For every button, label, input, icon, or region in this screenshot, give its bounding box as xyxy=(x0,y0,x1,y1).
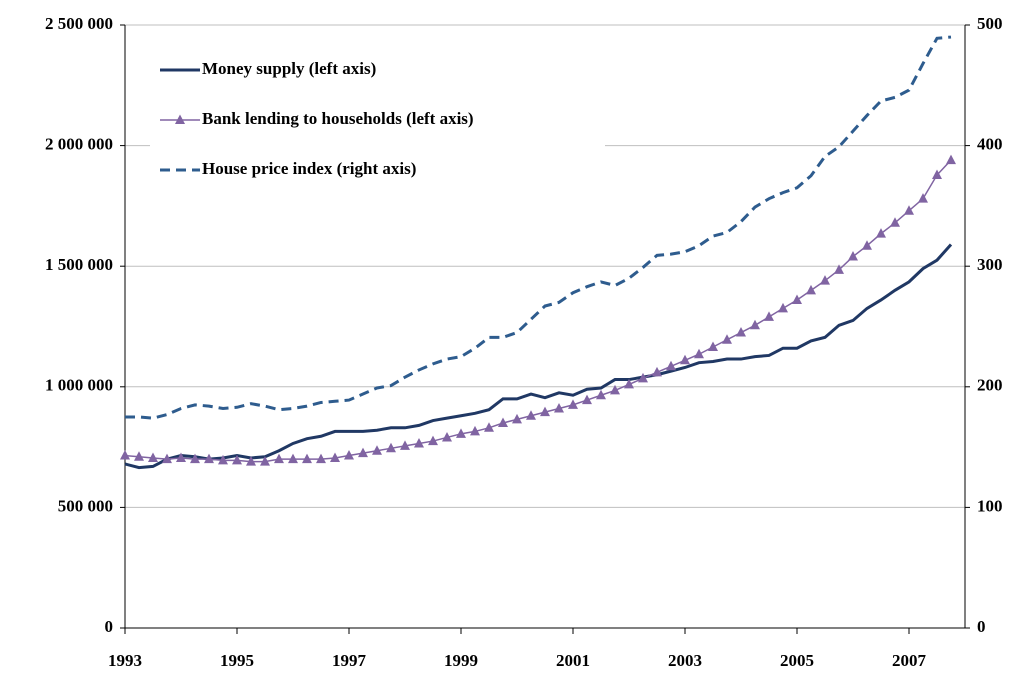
data-point xyxy=(540,406,550,417)
data-point xyxy=(246,456,256,466)
y2-tick-label: 100 xyxy=(977,496,1003,515)
y2-tick-label: 500 xyxy=(977,14,1003,33)
data-point xyxy=(526,410,536,420)
data-point xyxy=(652,366,662,377)
data-point xyxy=(232,454,242,465)
data-point xyxy=(414,437,424,448)
data-point xyxy=(890,217,900,227)
data-point xyxy=(484,422,494,432)
data-point xyxy=(162,453,172,464)
data-point xyxy=(428,435,438,446)
data-point xyxy=(736,327,746,337)
data-point xyxy=(680,354,690,365)
data-point xyxy=(358,447,368,458)
data-point xyxy=(638,372,648,383)
x-tick-label: 1997 xyxy=(332,651,367,670)
data-point xyxy=(666,360,676,371)
x-tick-label: 2007 xyxy=(892,651,927,670)
data-point xyxy=(456,428,466,438)
legend-label: House price index (right axis) xyxy=(202,159,416,178)
data-point xyxy=(792,294,802,304)
y2-tick-label: 200 xyxy=(977,376,1003,395)
data-point xyxy=(400,440,410,450)
data-point xyxy=(316,453,326,464)
y-tick-label: 0 xyxy=(105,617,114,636)
data-point xyxy=(512,413,522,424)
data-point xyxy=(372,445,382,455)
data-point xyxy=(820,275,830,285)
data-point xyxy=(694,348,704,359)
legend-label: Bank lending to households (left axis) xyxy=(202,109,474,128)
data-point xyxy=(806,284,816,295)
data-point xyxy=(330,452,340,462)
data-point xyxy=(582,394,592,405)
data-point xyxy=(260,456,270,466)
data-point xyxy=(932,169,942,180)
data-point xyxy=(918,193,928,203)
data-point xyxy=(218,454,228,465)
data-point xyxy=(876,228,886,238)
data-point xyxy=(148,452,158,462)
data-point xyxy=(610,384,620,395)
data-point xyxy=(834,264,844,274)
data-point xyxy=(344,450,354,460)
data-point xyxy=(134,451,144,461)
legend-box xyxy=(150,45,605,195)
data-point xyxy=(470,425,480,436)
data-point xyxy=(750,319,760,330)
data-point xyxy=(176,452,186,462)
data-point xyxy=(862,240,872,250)
y2-tick-label: 400 xyxy=(977,135,1003,154)
data-point xyxy=(498,417,508,427)
data-point xyxy=(442,431,452,442)
legend-label: Money supply (left axis) xyxy=(202,59,376,78)
data-point xyxy=(190,453,200,464)
data-point xyxy=(946,154,956,165)
y-tick-label: 1 500 000 xyxy=(45,255,113,274)
data-point xyxy=(764,311,774,321)
data-point xyxy=(120,450,130,460)
series-line xyxy=(125,35,952,420)
data-point xyxy=(624,378,634,389)
data-point xyxy=(288,453,298,464)
series-line xyxy=(124,243,953,470)
y-tick-label: 1 000 000 xyxy=(45,376,113,395)
data-point xyxy=(708,341,718,352)
y2-tick-label: 0 xyxy=(977,617,986,636)
x-tick-label: 2001 xyxy=(556,651,590,670)
data-point xyxy=(302,453,312,464)
data-point xyxy=(904,205,914,215)
x-tick-label: 1999 xyxy=(444,651,478,670)
data-point xyxy=(848,251,858,261)
y-tick-label: 2 000 000 xyxy=(45,135,113,154)
x-tick-label: 2005 xyxy=(780,651,814,670)
data-point xyxy=(722,334,732,344)
y2-tick-label: 300 xyxy=(977,255,1003,274)
data-point xyxy=(386,442,396,453)
data-point xyxy=(554,403,564,413)
data-point xyxy=(204,453,214,464)
data-point xyxy=(596,389,606,400)
y-tick-label: 2 500 000 xyxy=(45,14,113,33)
x-tick-label: 1995 xyxy=(220,651,254,670)
data-point xyxy=(568,399,578,409)
x-tick-label: 2003 xyxy=(668,651,702,670)
series-line xyxy=(124,159,952,463)
y-tick-label: 500 000 xyxy=(58,496,113,515)
data-point xyxy=(274,453,284,464)
x-tick-label: 1993 xyxy=(108,651,142,670)
legend-marker xyxy=(175,114,185,124)
data-point xyxy=(778,302,788,313)
